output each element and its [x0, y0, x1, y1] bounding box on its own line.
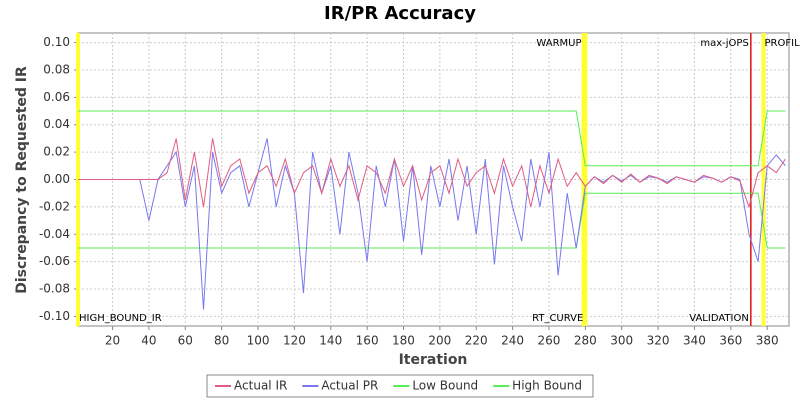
y-tick-label: 0.00: [43, 172, 70, 186]
x-tick-label: 140: [319, 334, 342, 348]
x-tick-label: 40: [141, 334, 156, 348]
y-tick-label: -0.04: [39, 227, 70, 241]
y-tick-label: -0.08: [39, 282, 70, 296]
marker-label: WARMUP: [536, 38, 581, 49]
y-tick-label: 0.04: [43, 117, 70, 131]
y-tick-label: -0.06: [39, 254, 70, 268]
x-axis-label: Iteration: [399, 352, 468, 368]
y-tick-label: -0.02: [39, 199, 70, 213]
y-tick-label: 0.10: [43, 35, 70, 49]
x-tick-label: 340: [683, 334, 706, 348]
y-tick-label: 0.02: [43, 145, 70, 159]
chart-title: IR/PR Accuracy: [324, 3, 476, 24]
marker-label: HIGH_BOUND_IR: [79, 313, 162, 324]
legend-label: High Bound: [512, 379, 582, 393]
x-tick-label: 20: [105, 334, 120, 348]
legend-label: Actual IR: [234, 379, 287, 393]
series-line: [78, 138, 786, 209]
y-tick-label: 0.08: [43, 62, 70, 76]
x-tick-label: 280: [574, 334, 597, 348]
x-tick-label: 60: [178, 334, 193, 348]
x-tick-label: 380: [756, 334, 779, 348]
x-tick-label: 100: [247, 334, 270, 348]
x-tick-label: 200: [428, 334, 451, 348]
x-tick-label: 240: [501, 334, 524, 348]
series-line: [78, 110, 786, 167]
x-tick-label: 160: [356, 334, 379, 348]
x-tick-label: 80: [214, 334, 229, 348]
x-tick-label: 320: [647, 334, 670, 348]
marker-label: RT_CURVE: [532, 313, 583, 324]
marker-label: max-jOPS: [700, 38, 748, 49]
marker-label: VALIDATION: [689, 313, 749, 324]
x-tick-label: 180: [392, 334, 415, 348]
y-axis-label: Discrepancy to Requested IR: [14, 66, 30, 294]
x-tick-label: 120: [283, 334, 306, 348]
series-line: [78, 192, 786, 249]
y-tick-label: 0.06: [43, 90, 70, 104]
x-tick-label: 300: [610, 334, 633, 348]
legend-label: Low Bound: [412, 379, 478, 393]
marker-label: PROFILE: [765, 38, 800, 49]
legend-label: Actual PR: [321, 379, 378, 393]
y-tick-label: -0.10: [39, 309, 70, 323]
x-tick-label: 360: [719, 334, 742, 348]
x-tick-label: 220: [465, 334, 488, 348]
x-tick-label: 260: [538, 334, 561, 348]
